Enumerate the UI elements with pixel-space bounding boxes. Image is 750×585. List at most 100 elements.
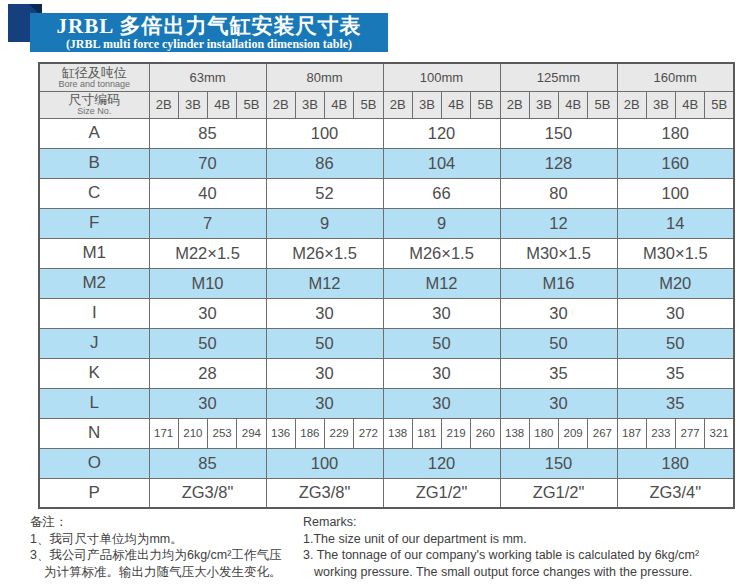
- size-code-header-63mm-5B: 5B: [237, 91, 266, 118]
- cell-B-100mm: 104: [383, 148, 500, 178]
- cell-N-160mm-3B: 233: [646, 418, 675, 448]
- row-label-C: C: [39, 178, 149, 208]
- size-code-header-80mm-2B: 2B: [266, 91, 295, 118]
- cell-N-125mm-2B: 138: [500, 418, 529, 448]
- table-row-L: L3030303035: [39, 388, 734, 418]
- bore-size-header-80mm: 80mm: [266, 63, 383, 91]
- cell-O-160mm: 180: [617, 448, 734, 478]
- cell-I-125mm: 30: [500, 298, 617, 328]
- row-label-P: P: [39, 478, 149, 508]
- size-code-header-100mm-2B: 2B: [383, 91, 412, 118]
- cell-I-63mm: 30: [149, 298, 266, 328]
- cell-B-80mm: 86: [266, 148, 383, 178]
- corner-bore-label-cn: 缸径及吨位: [40, 66, 149, 79]
- cell-M1-125mm: M30×1.5: [500, 238, 617, 268]
- remarks-en-line-1: 1.The size unit of our department is mm.: [303, 531, 699, 548]
- cell-N-63mm-2B: 171: [149, 418, 178, 448]
- cell-P-100mm: ZG1/2": [383, 478, 500, 508]
- size-code-header-100mm-4B: 4B: [442, 91, 471, 118]
- row-label-M1: M1: [39, 238, 149, 268]
- row-label-A: A: [39, 118, 149, 148]
- remarks-cn-title: 备注：: [30, 514, 282, 531]
- size-code-header-100mm-3B: 3B: [412, 91, 441, 118]
- table-row-M1: M1M22×1.5M26×1.5M26×1.5M30×1.5M30×1.5: [39, 238, 734, 268]
- cell-F-100mm: 9: [383, 208, 500, 238]
- cell-N-160mm-4B: 277: [676, 418, 705, 448]
- size-code-header-160mm-3B: 3B: [646, 91, 675, 118]
- table-row-N: N171210253294136186229272138181219260138…: [39, 418, 734, 448]
- cell-I-160mm: 30: [617, 298, 734, 328]
- row-label-N: N: [39, 418, 149, 448]
- cell-B-160mm: 160: [617, 148, 734, 178]
- cell-J-80mm: 50: [266, 328, 383, 358]
- remarks-english: Remarks: 1.The size unit of our departme…: [303, 514, 699, 580]
- cell-M1-63mm: M22×1.5: [149, 238, 266, 268]
- table-row-B: B7086104128160: [39, 148, 734, 178]
- title-banner: JRBL 多倍出力气缸安装尺寸表 (JRBL multi force cylin…: [30, 13, 388, 52]
- table-row-P: PZG3/8"ZG3/8"ZG1/2"ZG1/2"ZG3/4": [39, 478, 734, 508]
- row-label-J: J: [39, 328, 149, 358]
- table-row-C: C40526680100: [39, 178, 734, 208]
- remarks-en-title: Remarks:: [303, 514, 699, 531]
- cell-L-160mm: 35: [617, 388, 734, 418]
- size-code-header-63mm-2B: 2B: [149, 91, 178, 118]
- cell-L-63mm: 30: [149, 388, 266, 418]
- cell-C-125mm: 80: [500, 178, 617, 208]
- cell-N-100mm-2B: 138: [383, 418, 412, 448]
- page-subtitle: (JRBL multi force cylinder installation …: [30, 38, 388, 51]
- size-code-header-125mm-3B: 3B: [529, 91, 558, 118]
- cell-K-63mm: 28: [149, 358, 266, 388]
- bore-size-header-160mm: 160mm: [617, 63, 734, 91]
- header-row-codes: 尺寸编码Size No.2B3B4B5B2B3B4B5B2B3B4B5B2B3B…: [39, 91, 734, 118]
- cell-I-100mm: 30: [383, 298, 500, 328]
- row-label-M2: M2: [39, 268, 149, 298]
- cell-L-80mm: 30: [266, 388, 383, 418]
- cell-K-80mm: 30: [266, 358, 383, 388]
- cell-B-125mm: 128: [500, 148, 617, 178]
- remarks-en-line-2: 3. The tonnage of our company's working …: [303, 547, 699, 564]
- row-label-K: K: [39, 358, 149, 388]
- corner-bore-cell: 缸径及吨位Bore and tonnage: [39, 63, 149, 91]
- cell-C-80mm: 52: [266, 178, 383, 208]
- size-code-header-100mm-5B: 5B: [471, 91, 500, 118]
- cell-A-63mm: 85: [149, 118, 266, 148]
- cell-N-100mm-4B: 219: [442, 418, 471, 448]
- bore-size-header-63mm: 63mm: [149, 63, 266, 91]
- size-code-header-80mm-3B: 3B: [295, 91, 324, 118]
- cell-O-80mm: 100: [266, 448, 383, 478]
- row-label-I: I: [39, 298, 149, 328]
- corner-bore-label-en: Bore and tonnage: [40, 79, 149, 89]
- size-code-header-125mm-2B: 2B: [500, 91, 529, 118]
- table-row-M2: M2M10M12M12M16M20: [39, 268, 734, 298]
- cell-N-80mm-3B: 186: [295, 418, 324, 448]
- table-row-O: O85100120150180: [39, 448, 734, 478]
- catalog-page: { "colors": { "banner_blue": "#1878b8", …: [0, 0, 750, 585]
- table-row-K: K2830303535: [39, 358, 734, 388]
- cell-O-125mm: 150: [500, 448, 617, 478]
- cell-N-125mm-3B: 180: [529, 418, 558, 448]
- cell-N-160mm-2B: 187: [617, 418, 646, 448]
- row-label-F: F: [39, 208, 149, 238]
- corner-sizeno-label-cn: 尺寸编码: [40, 93, 149, 106]
- remarks-cn-line-1: 1、我司尺寸单位均为mm。: [30, 531, 282, 548]
- size-code-header-125mm-5B: 5B: [588, 91, 617, 118]
- cell-O-63mm: 85: [149, 448, 266, 478]
- cell-M1-80mm: M26×1.5: [266, 238, 383, 268]
- cell-J-125mm: 50: [500, 328, 617, 358]
- cell-M2-80mm: M12: [266, 268, 383, 298]
- table-row-I: I3030303030: [39, 298, 734, 328]
- cell-M1-160mm: M30×1.5: [617, 238, 734, 268]
- size-code-header-63mm-3B: 3B: [178, 91, 207, 118]
- cell-C-100mm: 66: [383, 178, 500, 208]
- row-label-O: O: [39, 448, 149, 478]
- cell-F-160mm: 14: [617, 208, 734, 238]
- cell-M2-100mm: M12: [383, 268, 500, 298]
- cell-N-63mm-5B: 294: [237, 418, 266, 448]
- cell-N-125mm-5B: 267: [588, 418, 617, 448]
- cell-M2-63mm: M10: [149, 268, 266, 298]
- page-title: JRBL 多倍出力气缸安装尺寸表: [30, 14, 388, 38]
- cell-B-63mm: 70: [149, 148, 266, 178]
- cell-A-80mm: 100: [266, 118, 383, 148]
- cell-O-100mm: 120: [383, 448, 500, 478]
- cell-N-80mm-4B: 229: [325, 418, 354, 448]
